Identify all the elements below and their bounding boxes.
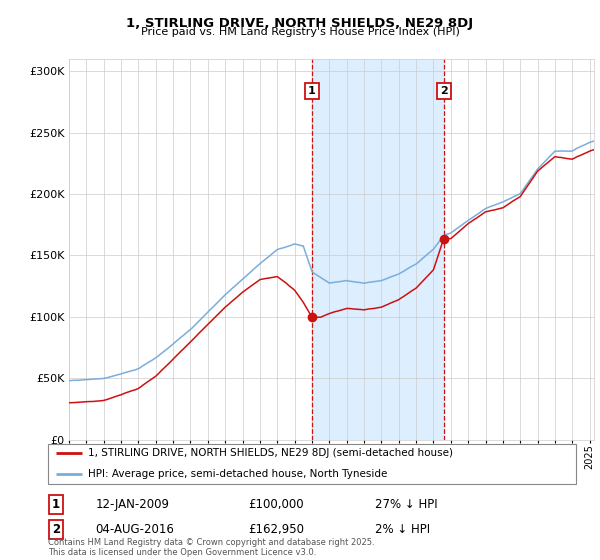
Text: Contains HM Land Registry data © Crown copyright and database right 2025.
This d: Contains HM Land Registry data © Crown c… [48, 538, 374, 557]
Text: Price paid vs. HM Land Registry's House Price Index (HPI): Price paid vs. HM Land Registry's House … [140, 27, 460, 37]
Text: 1, STIRLING DRIVE, NORTH SHIELDS, NE29 8DJ: 1, STIRLING DRIVE, NORTH SHIELDS, NE29 8… [127, 17, 473, 30]
Text: 2: 2 [440, 86, 448, 96]
Text: 27% ↓ HPI: 27% ↓ HPI [376, 498, 438, 511]
Text: HPI: Average price, semi-detached house, North Tyneside: HPI: Average price, semi-detached house,… [88, 469, 387, 478]
Text: £100,000: £100,000 [248, 498, 304, 511]
Text: 2% ↓ HPI: 2% ↓ HPI [376, 523, 430, 536]
Text: 2: 2 [52, 523, 60, 536]
Text: 1: 1 [52, 498, 60, 511]
Text: 04-AUG-2016: 04-AUG-2016 [95, 523, 175, 536]
Text: 1: 1 [308, 86, 316, 96]
FancyBboxPatch shape [48, 444, 576, 484]
Bar [312, 59, 443, 440]
Text: 12-JAN-2009: 12-JAN-2009 [95, 498, 170, 511]
Text: £162,950: £162,950 [248, 523, 305, 536]
Text: 1, STIRLING DRIVE, NORTH SHIELDS, NE29 8DJ (semi-detached house): 1, STIRLING DRIVE, NORTH SHIELDS, NE29 8… [88, 449, 452, 458]
